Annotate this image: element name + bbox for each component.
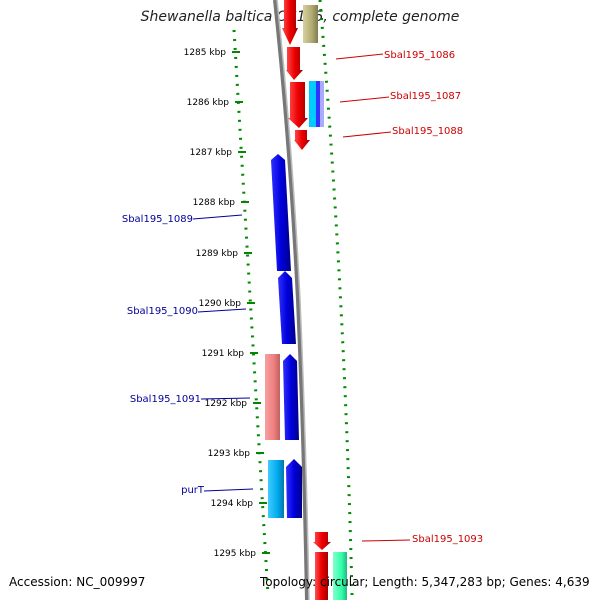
scale-label: 1287 kbp bbox=[190, 148, 233, 158]
gene-sbal195-1086-arrow[interactable] bbox=[282, 0, 318, 45]
gene-label-sbal195-1086[interactable]: Sbal195_1086 bbox=[384, 50, 455, 61]
gene-label-sbal195-1088[interactable]: Sbal195_1088 bbox=[392, 126, 463, 137]
scale-label: 1285 kbp bbox=[184, 48, 227, 58]
genome-summary-text: Topology: circular; Length: 5,347,283 bp… bbox=[260, 575, 590, 589]
scale-label: 1293 kbp bbox=[208, 449, 251, 459]
gene-purT-arrow[interactable] bbox=[268, 459, 302, 518]
scale-label: 1292 kbp bbox=[205, 399, 248, 409]
scale-ticks: 1285 kbp 1286 kbp 1287 kbp 1288 kbp 1289 kbp… bbox=[184, 48, 270, 559]
scale-label: 1290 kbp bbox=[199, 299, 242, 309]
gene-sbal195-1088-arrow[interactable] bbox=[294, 130, 310, 150]
gene-label-sbal195-1089[interactable]: Sbal195_1089 bbox=[122, 214, 193, 225]
map-title: Shewanella baltica OS195, complete genom… bbox=[140, 9, 460, 25]
gene-callout-line bbox=[200, 397, 251, 400]
gene-label-sbal195-1090[interactable]: Sbal195_1090 bbox=[127, 306, 198, 317]
gene-sbal195-1087-arrow[interactable] bbox=[286, 47, 324, 128]
gene-sbal195-1090-arrow[interactable] bbox=[278, 271, 296, 344]
genome-backbone bbox=[273, 0, 309, 600]
gene-label-sbal195-1093[interactable]: Sbal195_1093 bbox=[412, 534, 483, 545]
gene-label-purt[interactable]: purT bbox=[181, 485, 205, 496]
gene-callout-line bbox=[197, 308, 247, 313]
gene-sbal195-1089-arrow[interactable] bbox=[271, 154, 291, 271]
scale-label: 1288 kbp bbox=[193, 198, 236, 208]
gene-sbal195-1093-arrow[interactable] bbox=[313, 532, 347, 600]
gene-callout-line bbox=[361, 539, 411, 542]
gene-callout-line bbox=[342, 131, 392, 138]
gene-sbal195-1091-arrow[interactable] bbox=[265, 354, 299, 440]
gene-callout-line bbox=[192, 214, 243, 220]
scale-label: 1291 kbp bbox=[202, 349, 245, 359]
gene-callout-line bbox=[335, 53, 384, 60]
gene-label-sbal195-1087[interactable]: Sbal195_1087 bbox=[390, 91, 461, 102]
scale-label: 1294 kbp bbox=[211, 499, 254, 509]
scale-label: 1295 kbp bbox=[214, 549, 257, 559]
scale-label: 1289 kbp bbox=[196, 249, 239, 259]
dotted-tracks bbox=[232, 0, 354, 596]
gene-callout-line bbox=[203, 488, 254, 492]
scale-label: 1286 kbp bbox=[187, 98, 230, 108]
gene-labels: Sbal195_1086 Sbal195_1087 Sbal195_1088 Sbal… bbox=[122, 50, 483, 545]
accession-text: Accession: NC_009997 bbox=[9, 575, 146, 589]
gene-label-sbal195-1091[interactable]: Sbal195_1091 bbox=[130, 394, 201, 405]
gene-callout-line bbox=[339, 96, 390, 103]
